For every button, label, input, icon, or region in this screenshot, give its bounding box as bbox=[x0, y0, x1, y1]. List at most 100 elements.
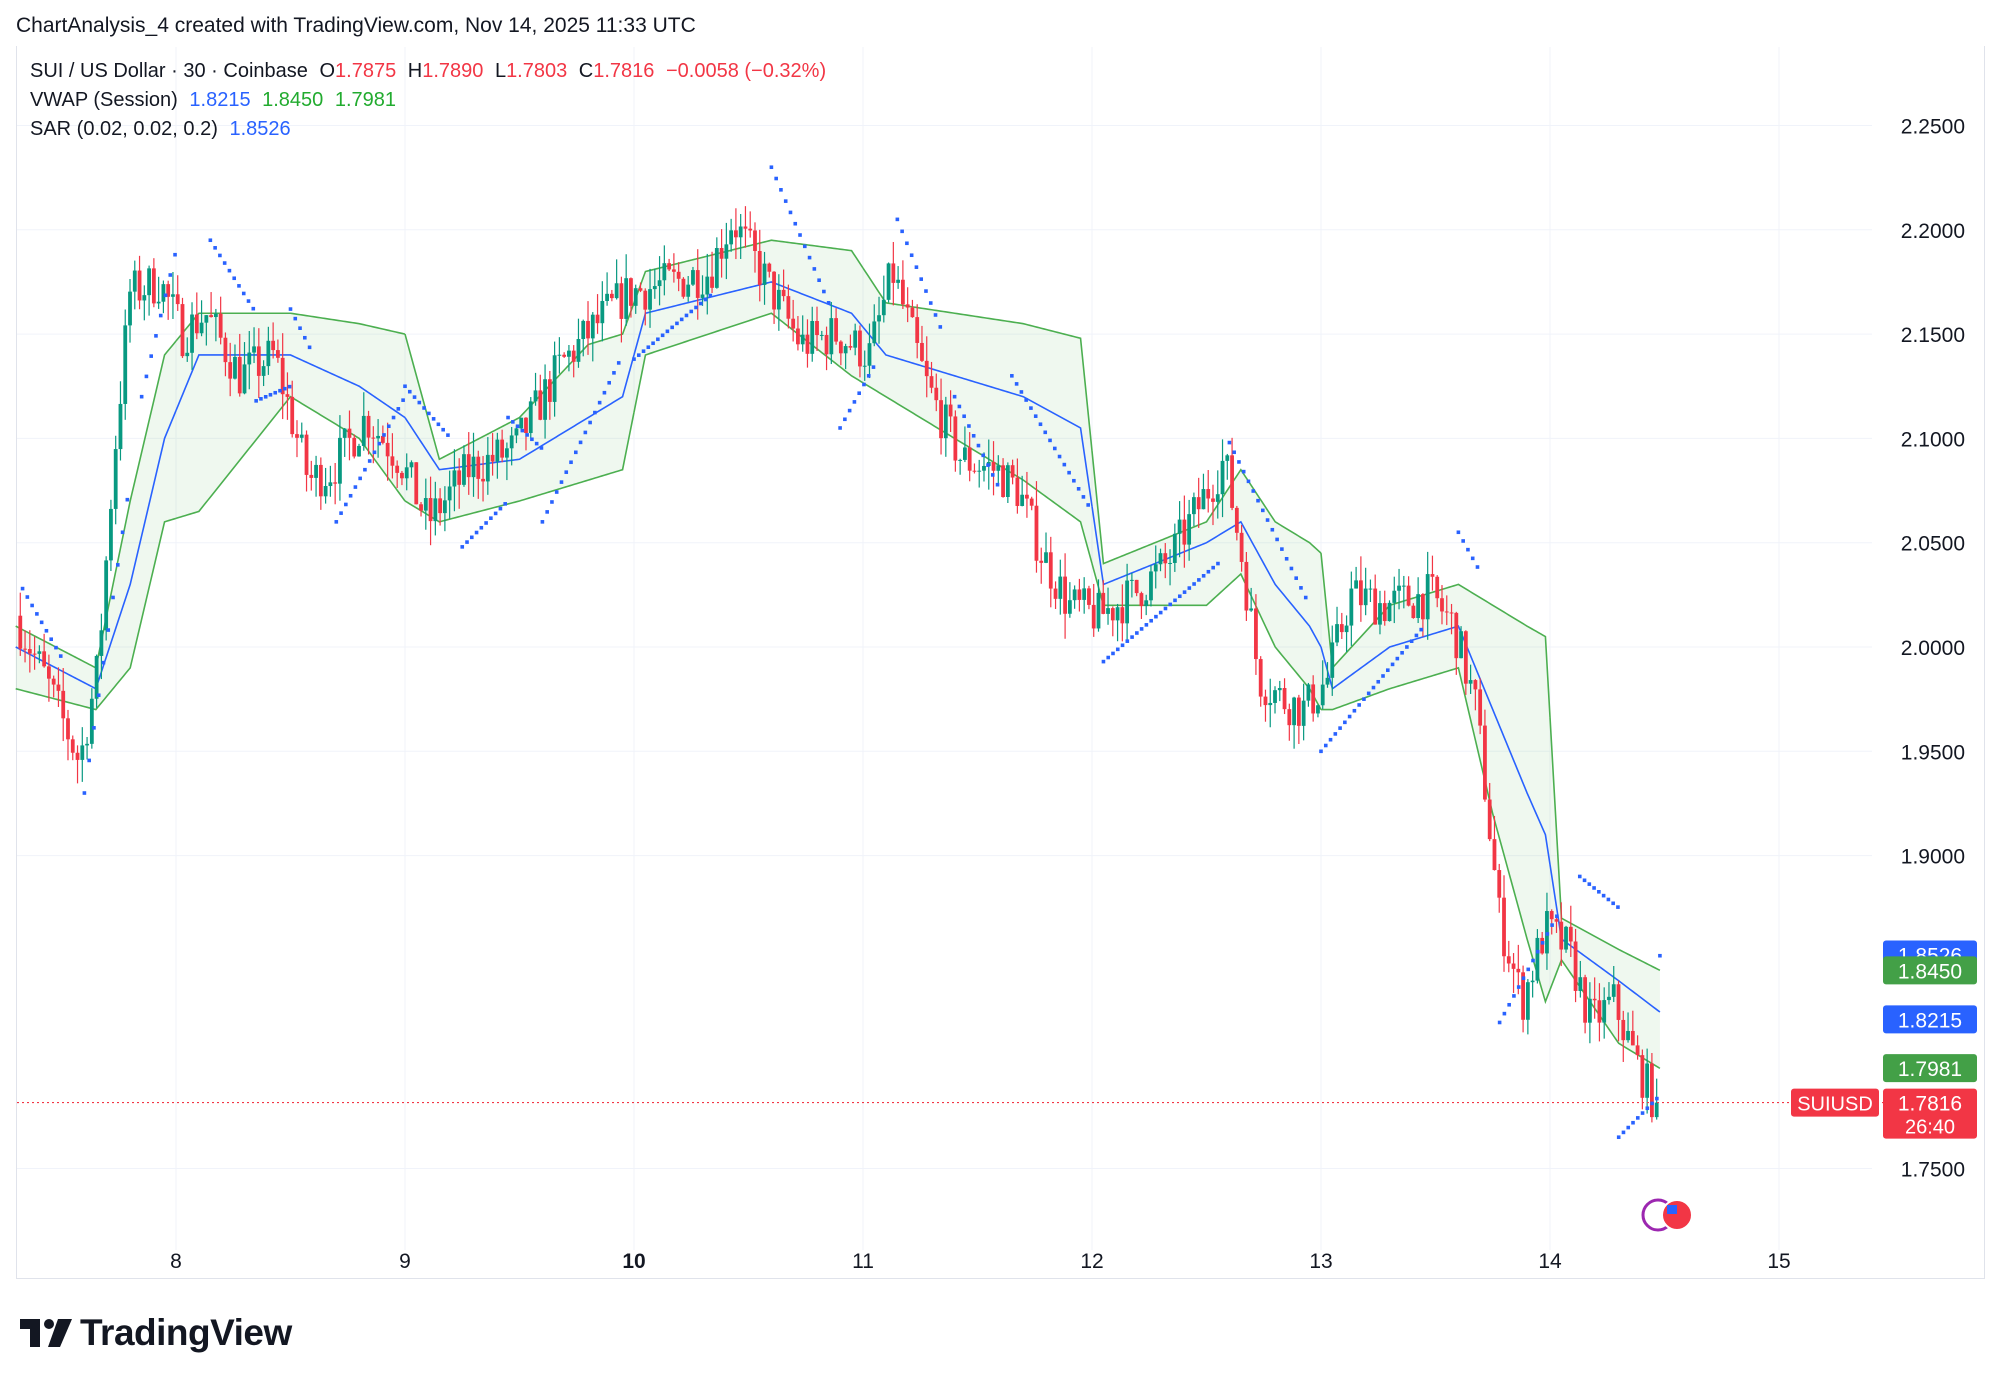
sar-dot bbox=[914, 265, 919, 269]
candle-body bbox=[1549, 911, 1554, 920]
candle-body bbox=[1172, 533, 1177, 563]
sar-dot bbox=[1052, 446, 1057, 451]
candle-body bbox=[299, 434, 304, 438]
candle-body bbox=[738, 226, 743, 238]
candle-body bbox=[1163, 553, 1168, 564]
sar-dot bbox=[1456, 530, 1461, 535]
sar-dot bbox=[602, 390, 607, 395]
ohlc-high: 1.7890 bbox=[422, 60, 484, 82]
candle-body bbox=[748, 228, 753, 231]
candle-body bbox=[199, 322, 204, 334]
sar-dot bbox=[995, 482, 1000, 487]
candle-body bbox=[1578, 977, 1583, 991]
candle-body bbox=[113, 449, 118, 509]
candle-body bbox=[42, 651, 47, 667]
sar-dot bbox=[44, 628, 49, 633]
candle-body bbox=[128, 291, 132, 326]
candle-body bbox=[972, 470, 977, 472]
candle-body bbox=[156, 301, 161, 304]
time-tick-label: 8 bbox=[170, 1250, 182, 1273]
candle-body bbox=[605, 293, 609, 301]
sar-dot bbox=[241, 291, 246, 296]
candle-body bbox=[1483, 725, 1487, 800]
candle-body bbox=[633, 288, 638, 306]
sar-dot bbox=[213, 246, 217, 250]
sar-dot bbox=[1419, 627, 1423, 632]
candle-body bbox=[762, 263, 767, 285]
sar-dot bbox=[111, 595, 115, 600]
sar-dot bbox=[871, 365, 876, 369]
sar-dot bbox=[307, 345, 312, 350]
candle-body bbox=[1444, 611, 1449, 613]
sar-dot bbox=[106, 628, 111, 632]
candle-body bbox=[1430, 574, 1435, 577]
candle-body bbox=[1087, 588, 1091, 605]
candle-body bbox=[719, 248, 724, 259]
candle-body bbox=[1153, 564, 1158, 572]
sar-dot bbox=[377, 441, 382, 446]
candle-body bbox=[32, 653, 37, 655]
candle-body bbox=[600, 300, 605, 324]
sar-legend[interactable]: SAR (0.02, 0.02, 0.2) 1.8526 bbox=[30, 118, 297, 141]
candle-body bbox=[1067, 600, 1072, 614]
candle-body bbox=[47, 666, 51, 679]
sar-dot bbox=[254, 399, 258, 403]
candle-body bbox=[1583, 977, 1588, 1023]
candle-body bbox=[1296, 697, 1301, 726]
price-tick-label: 2.2000 bbox=[1901, 220, 1965, 243]
sar-dot bbox=[651, 341, 655, 346]
candle-body bbox=[252, 346, 256, 353]
vwap-upper-price-tag: 1.8450 bbox=[1898, 960, 1962, 983]
candle-body bbox=[791, 318, 796, 329]
sar-dot bbox=[1014, 382, 1019, 386]
candle-body bbox=[171, 294, 175, 297]
vwap-legend[interactable]: VWAP (Session) 1.8215 1.8450 1.7981 bbox=[30, 89, 402, 112]
candle-body bbox=[996, 465, 1001, 471]
candle-body bbox=[862, 365, 867, 367]
sar-dot bbox=[1328, 737, 1333, 742]
sar-dot bbox=[1111, 651, 1115, 656]
candle-body bbox=[333, 482, 338, 484]
candle-body bbox=[547, 379, 552, 402]
sar-dot bbox=[403, 384, 407, 389]
candle-body bbox=[104, 560, 109, 631]
vwap-band-fill bbox=[405, 302, 634, 522]
candle-body bbox=[1616, 984, 1621, 1020]
sar-dot bbox=[900, 229, 904, 234]
candle-body bbox=[614, 283, 619, 299]
candle-body bbox=[1382, 603, 1387, 622]
vwap-band-fill bbox=[15, 341, 177, 710]
symbol-legend: SUI / US Dollar · 30 · Coinbase O1.7875 … bbox=[30, 60, 832, 83]
candle-body bbox=[242, 364, 247, 394]
candle-body bbox=[1249, 608, 1254, 611]
candle-body bbox=[648, 289, 652, 310]
candle-body bbox=[485, 454, 490, 482]
vwap-lower-line bbox=[404, 412, 635, 523]
candle-body bbox=[1401, 585, 1406, 587]
candle-body bbox=[1196, 497, 1201, 510]
sar-dot bbox=[1125, 639, 1130, 643]
sar-dot bbox=[1265, 518, 1270, 522]
candle-body bbox=[338, 437, 342, 484]
sar-dots bbox=[20, 165, 1662, 1140]
candle-body bbox=[1234, 507, 1239, 533]
sar-dot bbox=[87, 758, 91, 763]
vwap-band-fill bbox=[863, 268, 1092, 564]
tradingview-logo[interactable]: TradingView bbox=[20, 1312, 292, 1354]
candle-body bbox=[409, 462, 414, 468]
sar-dot bbox=[1101, 659, 1106, 664]
candle-body bbox=[1463, 631, 1468, 684]
candle-body bbox=[166, 284, 171, 297]
candle-body bbox=[643, 290, 648, 310]
candle-body bbox=[1277, 688, 1282, 691]
candle-body bbox=[1506, 956, 1511, 964]
tradingview-logo-icon bbox=[20, 1319, 72, 1347]
vwap-mid-line bbox=[862, 326, 1093, 507]
candle-body bbox=[271, 340, 276, 351]
candle-body bbox=[824, 334, 829, 355]
candle-body bbox=[1287, 709, 1292, 726]
sar-dot bbox=[1635, 1116, 1640, 1120]
sar-dot bbox=[1526, 967, 1531, 972]
candle-body bbox=[185, 352, 190, 357]
